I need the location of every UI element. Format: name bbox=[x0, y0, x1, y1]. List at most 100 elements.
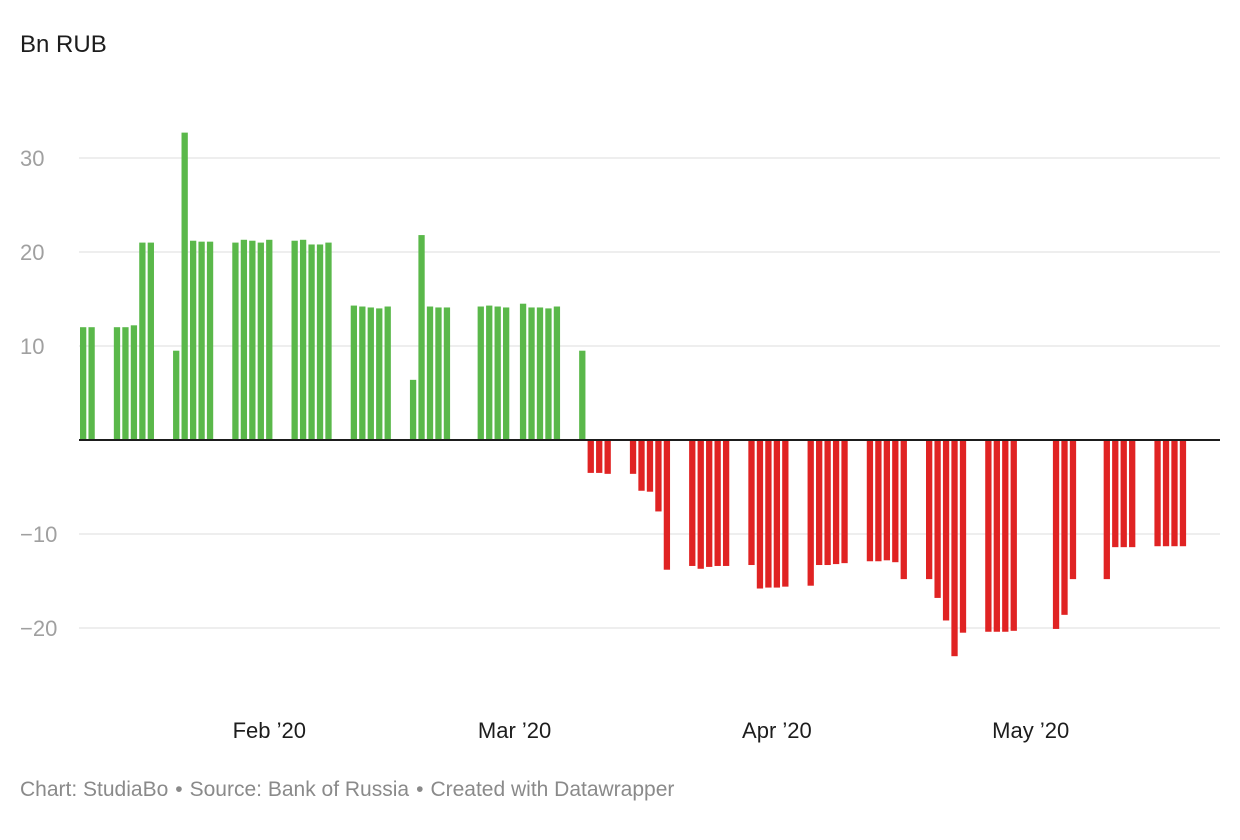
bar bbox=[773, 440, 781, 588]
bar bbox=[722, 440, 730, 566]
bar bbox=[841, 440, 848, 564]
bar bbox=[494, 306, 501, 440]
bar bbox=[1154, 440, 1161, 547]
bar bbox=[359, 306, 366, 440]
bar bbox=[486, 305, 493, 440]
bar bbox=[892, 440, 899, 563]
bar bbox=[959, 440, 967, 633]
bar bbox=[985, 440, 992, 632]
bar bbox=[1171, 440, 1178, 547]
x-tick-label: Feb ’20 bbox=[233, 718, 306, 743]
bars bbox=[80, 132, 1187, 657]
bar bbox=[1112, 440, 1119, 548]
bar bbox=[638, 440, 645, 491]
bar bbox=[765, 440, 772, 588]
bar bbox=[689, 440, 696, 566]
bar bbox=[900, 440, 907, 580]
bar bbox=[951, 440, 958, 657]
bar bbox=[1052, 440, 1060, 629]
bar bbox=[824, 440, 831, 566]
bar bbox=[942, 440, 950, 621]
bar bbox=[883, 440, 890, 561]
bar bbox=[934, 440, 941, 598]
y-tick-label: 20 bbox=[20, 240, 44, 265]
y-tick-label: −10 bbox=[20, 522, 57, 547]
bar bbox=[596, 440, 603, 473]
bar bbox=[249, 240, 256, 440]
bar bbox=[646, 440, 654, 492]
footer-separator: • bbox=[175, 778, 183, 801]
bar bbox=[756, 440, 764, 589]
bar bbox=[325, 242, 332, 440]
bar bbox=[181, 132, 188, 440]
bar bbox=[1069, 440, 1077, 580]
bar bbox=[629, 440, 637, 474]
bar bbox=[316, 244, 324, 440]
bar bbox=[519, 303, 527, 440]
bar bbox=[536, 307, 544, 440]
x-tick-label: May ’20 bbox=[992, 718, 1069, 743]
bar bbox=[706, 440, 713, 567]
y-unit-label: Bn RUB bbox=[20, 31, 107, 58]
bar bbox=[587, 440, 594, 473]
bar bbox=[875, 440, 882, 562]
bar bbox=[88, 327, 95, 440]
bar bbox=[113, 327, 121, 440]
x-tick-label: Apr ’20 bbox=[742, 718, 812, 743]
chart-footer: Chart: StudiaBo • Source: Bank of Russia • C… bbox=[20, 778, 674, 802]
bar bbox=[545, 308, 552, 440]
bar bbox=[198, 241, 205, 440]
bar bbox=[748, 440, 755, 566]
bar bbox=[308, 244, 315, 440]
bar bbox=[714, 440, 721, 566]
footer-created-with: Created with Datawrapper bbox=[430, 778, 675, 801]
bar bbox=[189, 240, 197, 440]
x-axis-ticks: Feb ’20 Mar ’20 Apr ’20 May ’20 bbox=[233, 718, 1070, 743]
bar bbox=[409, 379, 417, 440]
bar bbox=[206, 241, 214, 440]
bar bbox=[782, 440, 789, 587]
bar bbox=[807, 440, 814, 586]
footer-separator: • bbox=[416, 778, 424, 801]
bar bbox=[376, 308, 383, 440]
bar bbox=[993, 440, 1000, 632]
bar bbox=[130, 325, 138, 440]
footer-source: Source: Bank of Russia bbox=[189, 778, 410, 801]
bar bbox=[1179, 440, 1187, 547]
bar bbox=[266, 239, 273, 440]
bar bbox=[1061, 440, 1068, 615]
bar bbox=[1010, 440, 1017, 631]
bar bbox=[528, 307, 535, 440]
y-tick-label: 10 bbox=[20, 334, 44, 359]
bar bbox=[299, 239, 307, 440]
bar bbox=[240, 239, 248, 440]
bar bbox=[655, 440, 662, 512]
y-tick-label: −20 bbox=[20, 616, 57, 641]
bar bbox=[553, 306, 561, 440]
bar bbox=[80, 327, 87, 440]
bar bbox=[832, 440, 840, 565]
bar bbox=[426, 306, 434, 440]
bar bbox=[1002, 440, 1009, 632]
bar bbox=[1103, 440, 1110, 580]
footer-credit: Chart: StudiaBo bbox=[20, 778, 169, 801]
bar bbox=[663, 440, 671, 570]
bar bbox=[866, 440, 874, 562]
y-tick-label: 30 bbox=[20, 146, 44, 171]
bar bbox=[604, 440, 611, 474]
bar bbox=[579, 350, 586, 440]
bar bbox=[926, 440, 933, 580]
bar bbox=[1129, 440, 1136, 548]
bar bbox=[232, 242, 239, 440]
bar bbox=[173, 350, 180, 440]
bar bbox=[418, 235, 425, 440]
bar bbox=[1162, 440, 1170, 547]
bar bbox=[435, 307, 442, 440]
bar bbox=[384, 306, 391, 440]
bar bbox=[122, 327, 129, 440]
y-axis-ticks: 30 20 10 −10 −20 bbox=[20, 146, 57, 641]
bar bbox=[139, 242, 146, 440]
bar bbox=[350, 305, 358, 440]
bar bbox=[443, 307, 451, 440]
